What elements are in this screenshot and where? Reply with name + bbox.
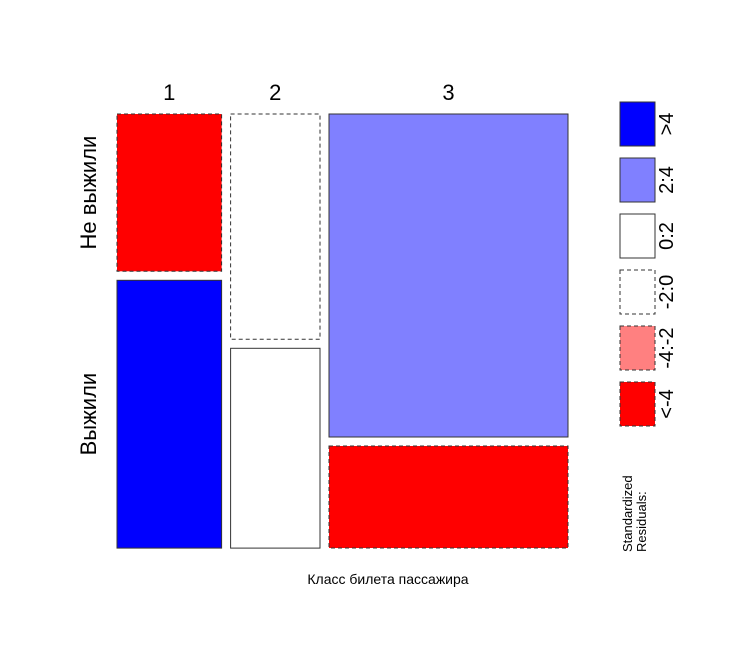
legend-label-2: 2:4	[656, 166, 678, 194]
x-axis-label: Класс билета пассажира	[307, 571, 468, 587]
legend-swatch-3	[619, 213, 656, 259]
row-labels: Не выжили Выжили	[76, 136, 101, 456]
legend-swatch-5	[619, 325, 656, 371]
mosaic-cells	[116, 113, 569, 549]
mosaic-cell-2-не-выжили	[230, 113, 321, 340]
row-label-выжили: Выжили	[76, 373, 101, 456]
row-label-не-выжили: Не выжили	[76, 136, 101, 250]
legend: >4 2:4 0:2 -2:0 -4:-2 <-4 Standardized Residual…	[619, 101, 678, 552]
mosaic-cell-1-не-выжили	[116, 113, 223, 272]
column-label-1: 1	[163, 80, 175, 105]
mosaic-cell-3-не-выжили	[328, 113, 569, 438]
legend-title-line-2: Residuals:	[634, 491, 649, 552]
column-labels: 1 2 3	[163, 80, 454, 105]
column-label-3: 3	[442, 80, 454, 105]
legend-swatch-4	[619, 269, 656, 315]
legend-swatch-2	[619, 157, 656, 203]
legend-label-5: -4:-2	[656, 327, 678, 368]
legend-label-3: 0:2	[656, 222, 678, 250]
legend-swatch-1	[619, 101, 656, 147]
legend-label-1: >4	[656, 113, 678, 136]
legend-title-line-1: Standardized	[620, 475, 635, 552]
legend-label-6: <-4	[656, 389, 678, 418]
mosaic-cell-1-выжили	[116, 279, 223, 549]
mosaic-cell-3-выжили	[328, 445, 569, 549]
legend-swatch-6	[619, 381, 656, 427]
column-label-2: 2	[269, 80, 281, 105]
mosaic-cell-2-выжили	[230, 347, 321, 549]
legend-label-4: -2:0	[656, 275, 678, 309]
